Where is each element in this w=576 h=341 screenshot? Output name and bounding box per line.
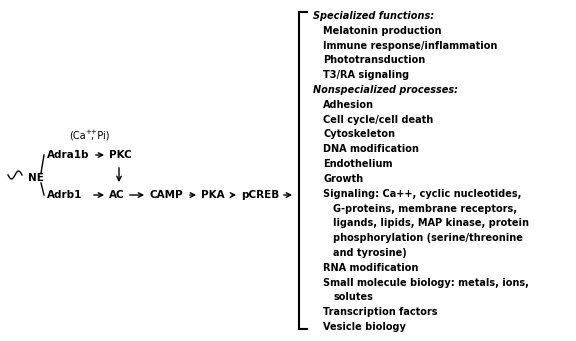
Text: Endothelium: Endothelium <box>323 159 392 169</box>
Text: Transcription factors: Transcription factors <box>323 307 438 317</box>
Text: AC: AC <box>109 190 124 200</box>
Text: PKC: PKC <box>109 150 132 160</box>
Text: ++: ++ <box>85 129 97 135</box>
Text: Nonspecialized processes:: Nonspecialized processes: <box>313 85 458 95</box>
Text: Adra1b: Adra1b <box>47 150 89 160</box>
Text: phosphorylation (serine/threonine: phosphorylation (serine/threonine <box>333 233 523 243</box>
Text: NE: NE <box>28 173 44 183</box>
Text: pCREB: pCREB <box>241 190 279 200</box>
Text: Cytoskeleton: Cytoskeleton <box>323 130 395 139</box>
Text: Cell cycle/cell death: Cell cycle/cell death <box>323 115 433 125</box>
Text: Growth: Growth <box>323 174 363 184</box>
Text: (Ca: (Ca <box>69 130 86 140</box>
Text: Phototransduction: Phototransduction <box>323 56 425 65</box>
Text: Adhesion: Adhesion <box>323 100 374 110</box>
Text: Immune response/inflammation: Immune response/inflammation <box>323 41 497 50</box>
Text: DNA modification: DNA modification <box>323 144 419 154</box>
Text: ligands, lipids, MAP kinase, protein: ligands, lipids, MAP kinase, protein <box>333 218 529 228</box>
Text: Specialized functions:: Specialized functions: <box>313 11 434 21</box>
Text: Small molecule biology: metals, ions,: Small molecule biology: metals, ions, <box>323 278 529 287</box>
Text: solutes: solutes <box>333 292 373 302</box>
Text: G-proteins, membrane receptors,: G-proteins, membrane receptors, <box>333 204 517 213</box>
Text: T3/RA signaling: T3/RA signaling <box>323 70 409 80</box>
Text: Signaling: Ca++, cyclic nucleotides,: Signaling: Ca++, cyclic nucleotides, <box>323 189 521 199</box>
Text: , Pi): , Pi) <box>91 130 109 140</box>
Text: Adrb1: Adrb1 <box>47 190 82 200</box>
Text: and tyrosine): and tyrosine) <box>333 248 407 258</box>
Text: CAMP: CAMP <box>149 190 183 200</box>
Text: Vesicle biology: Vesicle biology <box>323 322 406 332</box>
Text: Melatonin production: Melatonin production <box>323 26 441 36</box>
Text: RNA modification: RNA modification <box>323 263 418 273</box>
Text: PKA: PKA <box>201 190 225 200</box>
